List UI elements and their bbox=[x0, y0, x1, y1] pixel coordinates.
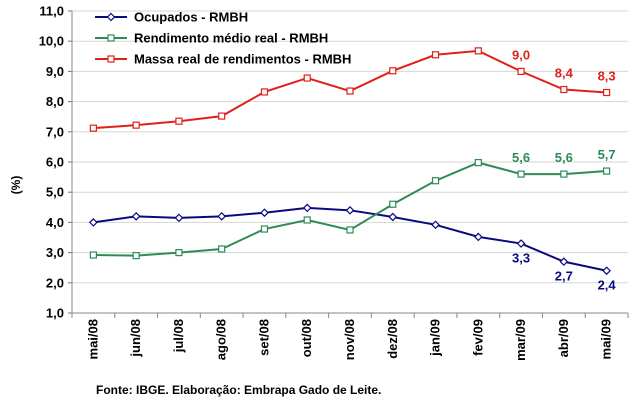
legend: Ocupados - RMBH Rendimento médio real - R… bbox=[95, 10, 351, 67]
x-tick-label: mar/09 bbox=[513, 319, 528, 361]
y-tick-label: 5,0 bbox=[46, 185, 64, 200]
data-point bbox=[560, 85, 568, 94]
gridlines bbox=[72, 10, 628, 284]
data-labels: 3,3 2,7 2,4 5,6 5,6 5,7 9,0 8,4 8,3 bbox=[512, 47, 616, 292]
data-point bbox=[345, 205, 355, 215]
data-point bbox=[302, 203, 312, 213]
y-tick-label: 1,0 bbox=[46, 306, 64, 321]
data-point bbox=[602, 266, 611, 276]
axes bbox=[68, 10, 629, 318]
data-point bbox=[474, 47, 482, 55]
data-point bbox=[260, 88, 269, 96]
data-point bbox=[516, 239, 526, 248]
y-tick-labels: 1,0 2,0 3,0 4,0 5,0 6,0 7,0 8,0 9,0 10,0 11,0 bbox=[39, 4, 64, 321]
y-tick-label: 8,0 bbox=[46, 94, 64, 109]
data-point bbox=[474, 159, 482, 167]
x-tick-label: jul/08 bbox=[171, 319, 186, 353]
x-tick-label: set/08 bbox=[256, 319, 271, 356]
legend-marker bbox=[107, 55, 115, 63]
data-point bbox=[389, 200, 397, 208]
x-tick-label: fev/09 bbox=[470, 319, 485, 356]
data-point bbox=[132, 121, 140, 129]
data-point bbox=[431, 220, 440, 230]
data-point bbox=[603, 88, 611, 97]
x-tick-label: abr/09 bbox=[556, 319, 571, 357]
legend-marker bbox=[107, 34, 115, 42]
y-axis-label: (%) bbox=[9, 176, 23, 195]
y-tick-label: 7,0 bbox=[46, 124, 64, 139]
data-label: 9,0 bbox=[512, 47, 530, 62]
data-point bbox=[89, 124, 97, 132]
y-tick-label: 11,0 bbox=[39, 4, 64, 19]
data-point bbox=[89, 251, 97, 259]
legend-label: Ocupados - RMBH bbox=[134, 10, 248, 25]
data-label: 3,3 bbox=[512, 251, 530, 266]
data-label: 2,4 bbox=[598, 278, 617, 293]
data-point bbox=[303, 216, 311, 224]
data-point bbox=[517, 67, 525, 76]
data-point bbox=[260, 208, 269, 218]
data-point bbox=[89, 218, 98, 227]
x-tick-label: nov/08 bbox=[342, 319, 357, 360]
x-tick-label: jan/09 bbox=[428, 319, 443, 357]
y-tick-label: 9,0 bbox=[46, 64, 64, 79]
data-point bbox=[131, 212, 141, 221]
legend-marker bbox=[106, 12, 116, 22]
y-tick-label: 6,0 bbox=[46, 155, 64, 170]
data-label: 8,4 bbox=[555, 66, 574, 81]
data-point bbox=[559, 257, 569, 267]
data-point bbox=[388, 212, 398, 222]
data-point bbox=[218, 245, 226, 253]
data-point bbox=[175, 117, 183, 125]
x-tick-labels: mai/08 jun/08 jul/08 ago/08 set/08 out/08 nov/… bbox=[85, 319, 613, 361]
data-point bbox=[218, 112, 226, 120]
data-point bbox=[175, 249, 183, 257]
data-label: 2,7 bbox=[555, 269, 573, 284]
data-point bbox=[132, 252, 140, 260]
data-point bbox=[431, 177, 440, 185]
legend-label: Massa real de rendimentos - RMBH bbox=[134, 52, 351, 67]
y-tick-label: 3,0 bbox=[46, 245, 64, 260]
data-label: 5,7 bbox=[598, 147, 616, 162]
x-tick-label: mai/09 bbox=[599, 319, 614, 359]
data-point bbox=[389, 67, 397, 75]
data-point bbox=[346, 226, 354, 234]
x-tick-label: ago/08 bbox=[214, 319, 229, 360]
data-point bbox=[174, 213, 184, 223]
x-tick-label: out/08 bbox=[299, 319, 314, 357]
data-label: 8,3 bbox=[598, 69, 616, 84]
data-point bbox=[603, 167, 611, 175]
x-tick-label: mai/08 bbox=[85, 319, 100, 359]
data-point bbox=[346, 87, 354, 95]
data-point bbox=[473, 232, 483, 242]
data-label: 5,6 bbox=[555, 150, 573, 165]
data-point bbox=[560, 170, 568, 178]
data-point bbox=[303, 74, 311, 82]
data-point bbox=[431, 51, 440, 59]
series-lines bbox=[89, 47, 611, 276]
data-point bbox=[260, 225, 269, 233]
x-tick-label: dez/08 bbox=[385, 319, 400, 359]
data-point bbox=[217, 212, 227, 221]
legend-label: Rendimento médio real - RMBH bbox=[134, 31, 328, 46]
data-point bbox=[517, 170, 525, 178]
y-tick-label: 4,0 bbox=[46, 215, 64, 230]
source-note: Fonte: IBGE. Elaboração: Embrapa Gado de… bbox=[96, 383, 382, 397]
data-label: 5,6 bbox=[512, 150, 530, 165]
y-tick-label: 2,0 bbox=[46, 275, 64, 290]
x-tick-label: jun/08 bbox=[128, 319, 143, 358]
y-tick-label: 10,0 bbox=[39, 34, 64, 49]
